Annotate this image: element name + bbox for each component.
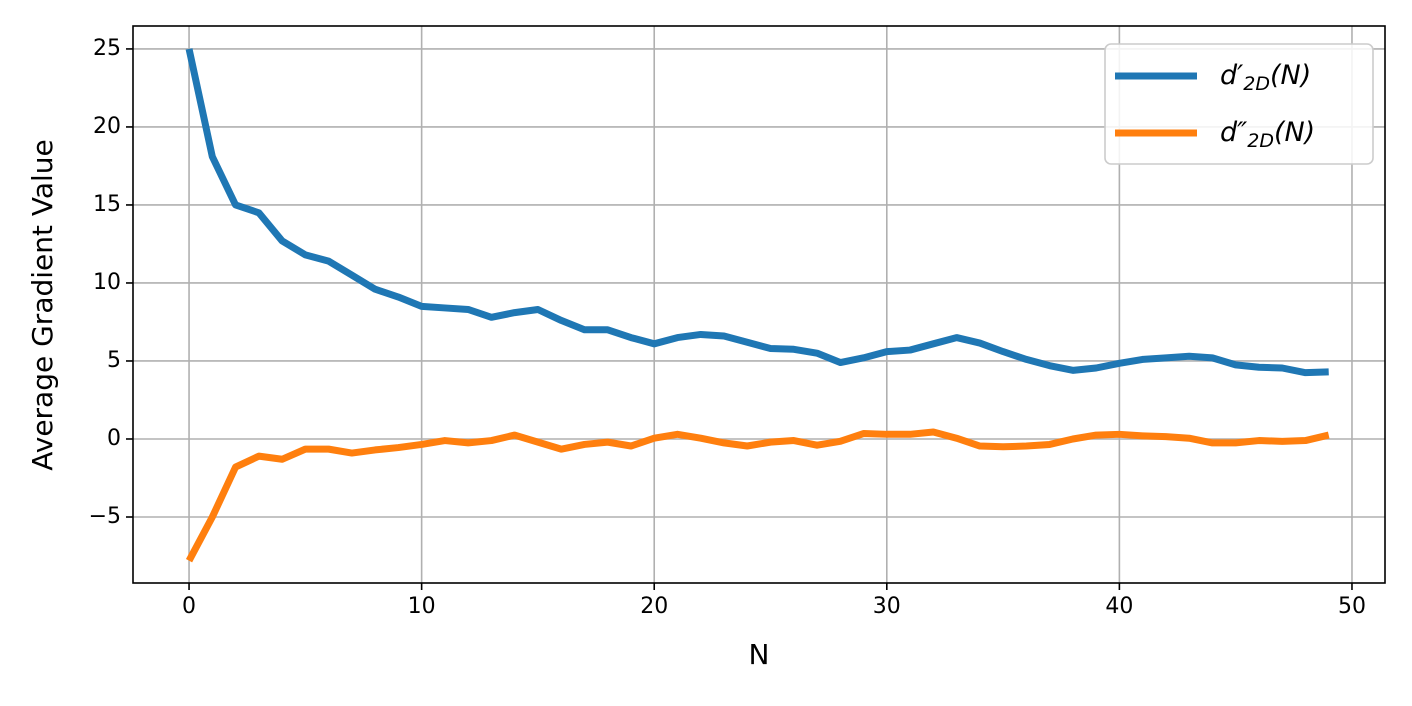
x-axis-label: N [749, 638, 770, 671]
data-line [185, 428, 1330, 563]
y-axis-label: Average Gradient Value [26, 139, 59, 471]
y-tick-label: 5 [107, 348, 121, 373]
x-tick-label: 40 [1105, 594, 1133, 619]
y-tick-label: −5 [89, 504, 121, 529]
y-tick-label: 15 [93, 192, 121, 217]
y-tick-label: 10 [93, 270, 121, 295]
x-tick-label: 0 [182, 594, 196, 619]
x-tick-label: 20 [640, 594, 668, 619]
x-tick-label: 10 [408, 594, 436, 619]
plot-frame [132, 25, 1386, 584]
legend-label: d″2D(N) [1220, 117, 1315, 152]
x-tick-label: 30 [873, 594, 901, 619]
legend-label: d′2D(N) [1220, 60, 1311, 95]
y-tick-label: 20 [93, 114, 121, 139]
data-line [185, 48, 1329, 377]
x-tick-label: 50 [1338, 594, 1366, 619]
y-tick-label: 25 [93, 36, 121, 61]
y-tick-label: 0 [107, 426, 121, 451]
